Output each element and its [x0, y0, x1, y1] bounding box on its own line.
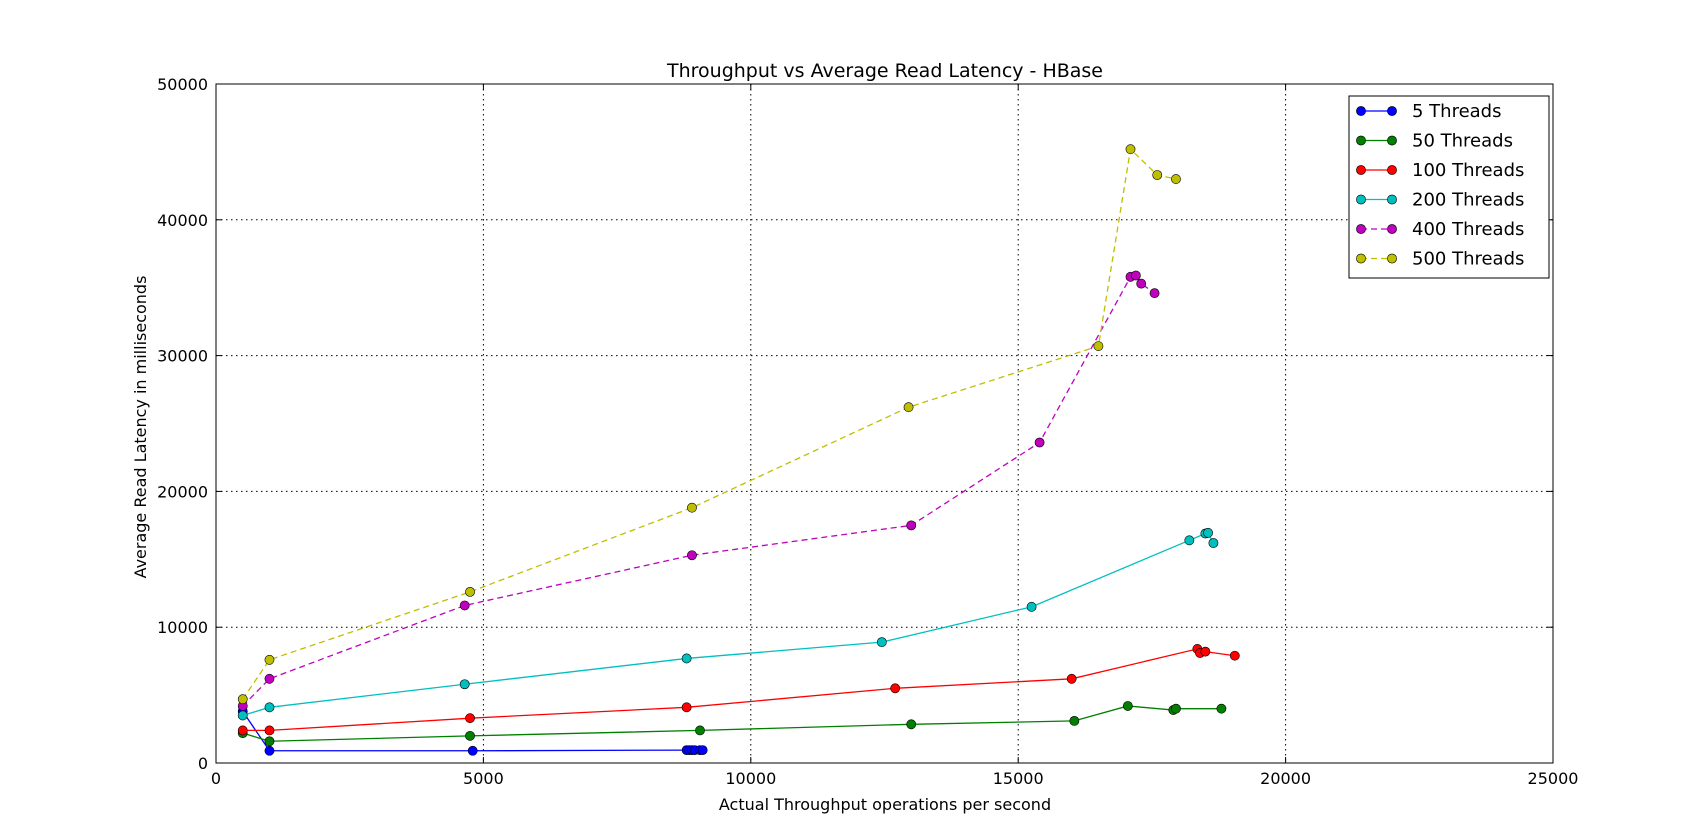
data-point — [1125, 144, 1136, 155]
data-point — [687, 502, 697, 513]
data-point — [1034, 437, 1045, 448]
legend-marker — [1387, 135, 1397, 146]
legend-marker — [1356, 194, 1366, 205]
series-2 — [237, 701, 1227, 747]
data-point — [465, 713, 475, 724]
legend-label: 5 Threads — [1412, 101, 1502, 122]
series-1 — [237, 706, 708, 756]
x-tick-label: 10000 — [725, 769, 776, 788]
data-point — [1203, 527, 1213, 538]
y-axis-label: Average Read Latency in milliseconds — [131, 276, 150, 579]
data-point — [264, 736, 275, 747]
data-point — [1149, 288, 1160, 299]
series-5 — [237, 270, 1160, 711]
data-point — [1208, 538, 1219, 548]
data-point — [465, 586, 475, 597]
legend: 5 Threads 50 Threads 100 Threads 200 Thread… — [1348, 95, 1550, 279]
data-point — [1171, 703, 1181, 714]
data-point — [1229, 650, 1240, 661]
data-point — [264, 745, 275, 756]
x-tick-label: 0 — [211, 769, 221, 788]
data-point — [681, 702, 692, 713]
x-tick-label: 20000 — [1260, 769, 1311, 788]
data-point — [1216, 703, 1227, 714]
data-point — [1184, 535, 1195, 546]
data-point — [681, 653, 692, 664]
data-point — [687, 550, 697, 561]
series-3 — [237, 644, 1240, 736]
ticks: 0 5000 10000 15000 20000 25000 0 10000 20000 3000… — [157, 75, 1578, 788]
y-tick-label: 30000 — [157, 347, 208, 366]
data-point — [237, 725, 248, 736]
data-point — [264, 654, 275, 665]
y-tick-label: 0 — [198, 754, 208, 773]
x-tick-label: 25000 — [1528, 769, 1579, 788]
legend-label: 400 Threads — [1412, 219, 1524, 240]
legend-item: 400 Threads — [1356, 219, 1524, 240]
legend-marker — [1387, 224, 1397, 234]
data-point — [1026, 601, 1037, 612]
data-point — [697, 745, 708, 755]
legend-label: 50 Threads — [1412, 131, 1513, 152]
x-tick-label: 15000 — [993, 769, 1044, 788]
data-point — [237, 694, 248, 705]
data-point — [876, 637, 887, 648]
series-6 — [237, 144, 1181, 705]
data-point — [264, 725, 275, 736]
legend-item: 200 Threads — [1356, 190, 1524, 211]
y-tick-label: 10000 — [157, 618, 208, 637]
data-point — [459, 600, 470, 611]
data-point — [1136, 278, 1147, 289]
data-point — [1171, 174, 1181, 184]
data-point — [903, 402, 914, 413]
data-point — [237, 710, 248, 721]
data-point — [1130, 270, 1141, 281]
data-point — [467, 745, 478, 756]
x-tick-label: 5000 — [463, 769, 504, 788]
data-point — [906, 520, 917, 531]
legend-item: 50 Threads — [1356, 131, 1513, 152]
data-point — [465, 730, 475, 741]
legend-marker — [1387, 106, 1397, 116]
y-tick-label: 20000 — [157, 482, 208, 501]
chart-title: Throughput vs Average Read Latency - HBa… — [666, 60, 1103, 82]
legend-marker — [1356, 224, 1366, 234]
y-tick-label: 40000 — [157, 211, 208, 230]
data-point — [1122, 701, 1133, 711]
x-axis-label: Actual Throughput operations per second — [719, 795, 1051, 814]
data-point — [1093, 341, 1104, 351]
y-tick-label: 50000 — [157, 75, 208, 94]
legend-box — [1348, 95, 1550, 279]
plot-frame — [215, 83, 1554, 764]
data-point — [890, 683, 901, 694]
data-point — [695, 725, 705, 736]
data-point — [1069, 716, 1080, 726]
legend-marker — [1387, 194, 1397, 205]
legend-item: 500 Threads — [1356, 249, 1524, 270]
data-point — [459, 679, 470, 690]
legend-label: 500 Threads — [1412, 249, 1524, 270]
data-point — [1152, 170, 1163, 180]
legend-label: 100 Threads — [1412, 160, 1524, 181]
data-point — [264, 702, 275, 713]
legend-item: 5 Threads — [1356, 101, 1502, 122]
legend-marker — [1387, 165, 1397, 175]
legend-marker — [1356, 135, 1366, 146]
series-group — [237, 144, 1240, 756]
legend-item: 100 Threads — [1356, 160, 1524, 181]
legend-marker — [1356, 253, 1366, 264]
legend-marker — [1356, 165, 1366, 175]
data-point — [906, 719, 917, 730]
series-4 — [237, 527, 1219, 721]
data-point — [1200, 646, 1211, 657]
legend-marker — [1387, 253, 1397, 264]
data-point — [1066, 673, 1077, 684]
data-point — [264, 673, 275, 684]
legend-label: 200 Threads — [1412, 190, 1524, 211]
legend-marker — [1356, 106, 1366, 116]
